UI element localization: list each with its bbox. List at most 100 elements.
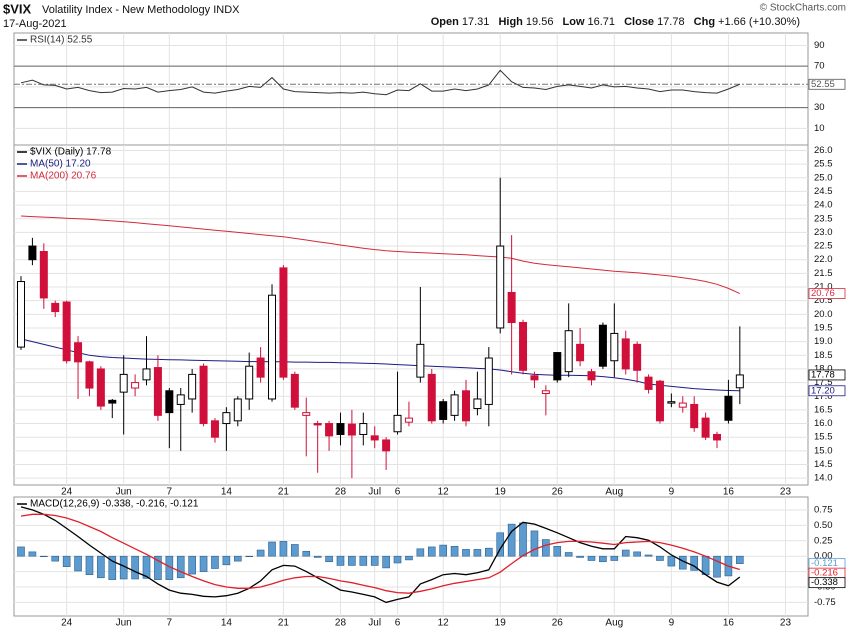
candle-body xyxy=(39,251,48,299)
quote-value: 16.71 xyxy=(588,16,616,28)
candle-body xyxy=(690,403,699,429)
histogram-bar xyxy=(701,555,710,575)
histogram-bar xyxy=(519,522,527,557)
value-tag xyxy=(808,385,846,397)
value-tag-label: 20.76 xyxy=(811,288,835,299)
histogram-bar xyxy=(644,554,653,557)
histogram-bar xyxy=(245,555,253,557)
candle-body xyxy=(313,423,322,426)
x-tick-label: Jul xyxy=(368,487,381,498)
y-tick-label: 21.0 xyxy=(814,282,833,293)
value-tag xyxy=(808,369,846,381)
candle-body xyxy=(370,435,379,441)
histogram-bar xyxy=(211,555,219,569)
legend-label: $VIX (Daily) 17.78 xyxy=(30,147,112,158)
histogram-bar xyxy=(40,555,48,557)
histogram-bar xyxy=(233,555,242,562)
histogram-bar xyxy=(576,555,584,558)
histogram-bar xyxy=(176,555,185,579)
y-tick-label: 18.0 xyxy=(814,363,833,374)
x-tick-label: 16 xyxy=(723,487,735,498)
candle-body xyxy=(553,352,562,381)
histogram-bar xyxy=(256,549,265,557)
candle-body xyxy=(633,343,642,371)
x-tick-label: 6 xyxy=(395,487,401,498)
histogram-bar xyxy=(188,555,196,575)
histogram-bar xyxy=(370,555,379,566)
candle-body xyxy=(359,423,368,435)
y-tick-label: 16.5 xyxy=(814,404,833,415)
candle-body xyxy=(496,245,505,329)
quote-label: High xyxy=(498,16,523,28)
y-tick-label: 18.5 xyxy=(814,350,833,361)
value-tag xyxy=(808,78,846,90)
candle-body xyxy=(210,420,219,438)
histogram-bar xyxy=(393,555,402,564)
x-tick-label: 9 xyxy=(669,618,675,629)
candle-body xyxy=(576,343,585,362)
value-tag-label: 52.55 xyxy=(811,79,835,90)
histogram-bar xyxy=(473,549,482,557)
candle-body xyxy=(28,245,37,261)
y-tick-label: 0.50 xyxy=(814,520,833,531)
candle-body xyxy=(153,367,162,416)
candle-body xyxy=(735,374,744,389)
candle-body xyxy=(199,365,208,425)
histogram-bar xyxy=(667,555,676,567)
histogram-bar xyxy=(359,555,368,566)
candle-body xyxy=(233,398,242,422)
histogram-bar xyxy=(291,544,299,557)
candle-body xyxy=(302,412,311,416)
y-tick-label: 22.0 xyxy=(814,254,833,265)
histogram-bar xyxy=(690,555,698,571)
y-tick-label: 15.0 xyxy=(814,445,833,456)
x-tick-label: 23 xyxy=(780,487,792,498)
candle-body xyxy=(62,301,71,362)
y-tick-label: 24.5 xyxy=(814,186,833,197)
histogram-bar xyxy=(530,530,539,557)
x-tick-label: 12 xyxy=(438,487,450,498)
y-tick-label: 14.5 xyxy=(814,459,833,470)
candle-body xyxy=(598,324,607,367)
series-line xyxy=(20,215,741,295)
instrument-name: Volatility Index - New Methodology INDX xyxy=(42,4,240,16)
candle-body xyxy=(450,394,459,416)
y-tick-label: 0.25 xyxy=(814,535,833,546)
histogram-bar xyxy=(439,544,447,557)
date: 17-Aug-2021 xyxy=(3,18,67,30)
candle-body xyxy=(188,373,197,400)
legend-label: MA(50) 17.20 xyxy=(30,159,91,170)
histogram-bar xyxy=(325,555,333,563)
quote-label: Close xyxy=(624,16,654,28)
candle-body xyxy=(108,399,117,404)
x-tick-label: 14 xyxy=(221,618,233,629)
candle-body xyxy=(222,412,231,425)
histogram-bar xyxy=(599,555,607,563)
histogram-bar xyxy=(485,547,493,557)
series-line xyxy=(20,69,740,96)
candle-body xyxy=(678,402,687,408)
candle-body xyxy=(461,390,470,422)
candle-body xyxy=(439,401,448,420)
candle-body xyxy=(484,357,493,405)
histogram-bar xyxy=(405,555,413,561)
histogram-bar xyxy=(348,555,356,566)
candle-body xyxy=(96,368,105,407)
y-tick-label: 20.0 xyxy=(814,309,833,320)
histogram-bar xyxy=(74,555,82,572)
y-tick-label: 19.0 xyxy=(814,336,833,347)
histogram-bar xyxy=(199,555,208,572)
histogram-bar xyxy=(108,555,117,580)
x-tick-label: 19 xyxy=(495,618,507,629)
histogram-bar xyxy=(656,555,664,561)
legend-label: MA(200) 20.76 xyxy=(30,171,97,182)
candle-body xyxy=(131,382,140,389)
series-line xyxy=(20,506,741,604)
x-tick-label: 21 xyxy=(278,487,290,498)
candle-body xyxy=(85,361,94,389)
quote-value: 17.78 xyxy=(657,16,685,28)
histogram-bar xyxy=(553,546,562,557)
y-tick-label: 22.5 xyxy=(814,241,833,252)
x-tick-label: 7 xyxy=(167,618,173,629)
legend-label: RSI(14) 52.55 xyxy=(30,35,93,46)
